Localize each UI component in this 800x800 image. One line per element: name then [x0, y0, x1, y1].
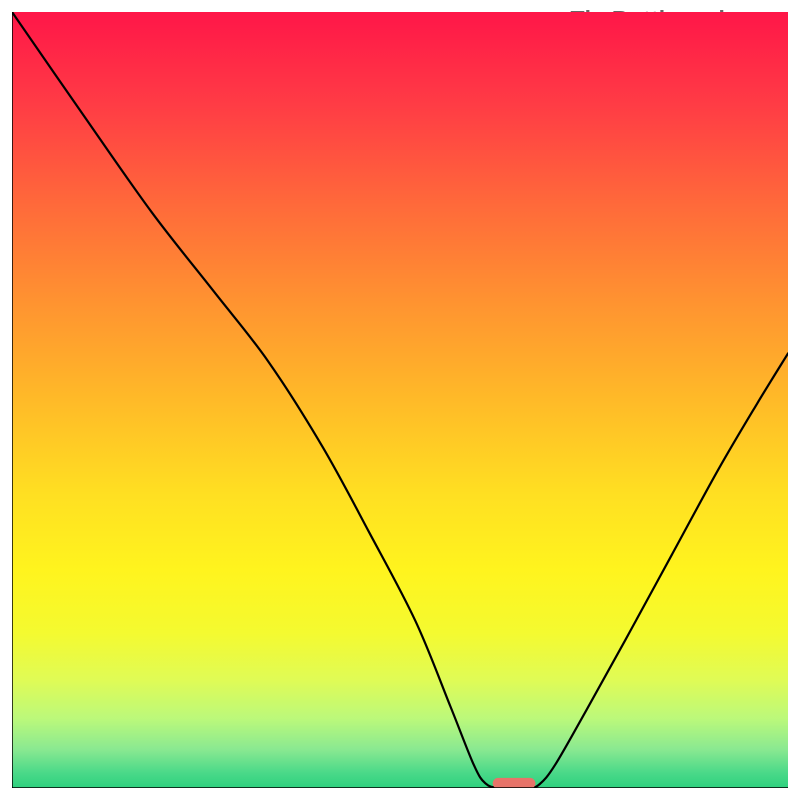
ideal-marker — [493, 778, 536, 788]
gradient-background — [12, 12, 788, 788]
bottleneck-curve-chart — [12, 12, 788, 788]
chart-container: TheBottleneck.com — [0, 0, 800, 800]
